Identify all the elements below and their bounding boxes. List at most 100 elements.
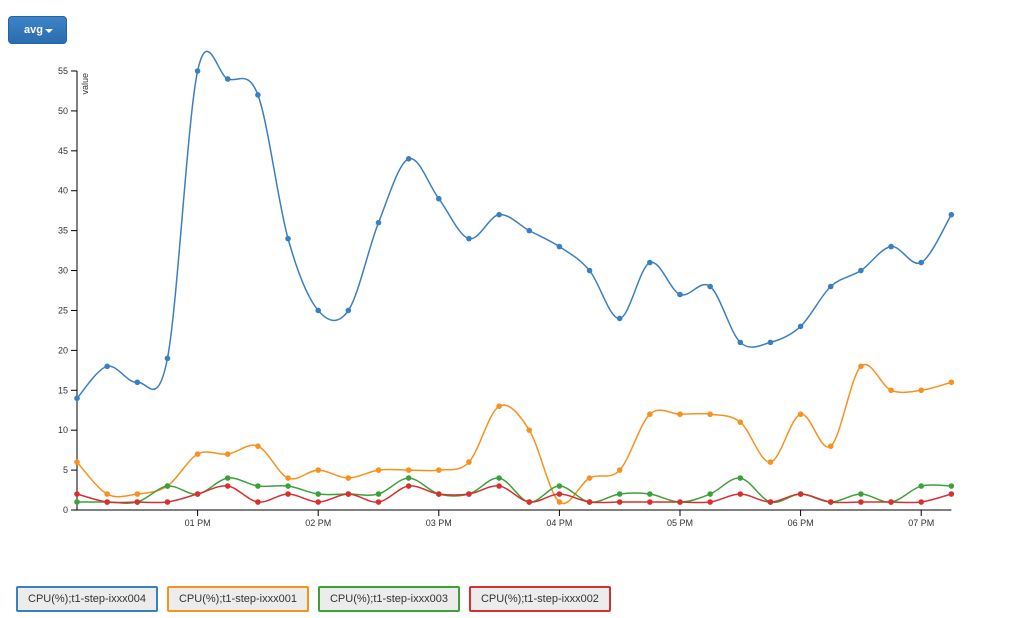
y-tick-label: 15	[58, 385, 68, 395]
data-point	[556, 491, 563, 497]
data-point	[496, 403, 502, 410]
data-point	[797, 411, 804, 418]
data-point	[677, 291, 683, 298]
data-point	[134, 379, 141, 386]
data-point	[315, 307, 322, 314]
series-line	[76, 50, 952, 399]
data-point	[496, 483, 502, 489]
series-4	[74, 483, 955, 505]
y-tick-label: 10	[58, 425, 68, 435]
data-point	[918, 483, 924, 489]
y-tick-label: 25	[58, 305, 68, 315]
y-tick-label: 30	[58, 266, 68, 276]
data-point	[466, 235, 472, 242]
legend-item-3[interactable]: CPU(%);t1-step-ixxx003	[317, 586, 460, 612]
y-tick-label: 55	[58, 66, 68, 76]
data-point	[767, 459, 774, 465]
data-point	[707, 411, 713, 418]
data-point	[616, 467, 623, 473]
data-point	[918, 499, 924, 505]
data-point	[707, 283, 713, 290]
data-point	[797, 323, 804, 330]
data-point	[737, 475, 744, 481]
data-point	[255, 443, 261, 449]
line-chart: 0 5 10 15 20 25 30 35 40 45 50 55 value 01 PM 02 PM 03 …	[58, 50, 955, 528]
data-point	[767, 339, 774, 346]
data-point	[737, 491, 744, 497]
data-point	[677, 499, 683, 505]
data-point	[556, 483, 563, 489]
x-tick-label: 07 PM	[908, 518, 934, 528]
data-point	[345, 475, 352, 481]
data-point	[888, 387, 894, 394]
data-point	[737, 419, 744, 426]
data-point	[647, 411, 653, 418]
data-point	[586, 475, 593, 481]
legend-label: CPU(%);t1-step-ixxx004	[28, 593, 146, 605]
legend-label: CPU(%);t1-step-ixxx002	[480, 593, 599, 605]
data-point	[315, 467, 322, 473]
x-tick-label: 05 PM	[667, 518, 693, 528]
data-point	[797, 491, 804, 497]
x-tick-label: 06 PM	[788, 518, 814, 528]
y-tick-label: 20	[58, 345, 68, 355]
data-point	[918, 387, 924, 394]
legend-item-1[interactable]: CPU(%);t1-step-ixxx004	[16, 586, 158, 612]
data-point	[315, 491, 322, 497]
data-point	[556, 499, 563, 505]
data-point	[436, 195, 442, 202]
data-point	[255, 499, 261, 505]
legend-item-4[interactable]: CPU(%);t1-step-ixxx002	[468, 586, 611, 612]
data-point	[285, 491, 291, 497]
data-point	[164, 355, 171, 362]
data-point	[194, 68, 201, 74]
data-point	[224, 451, 231, 457]
data-point	[827, 499, 834, 505]
data-point	[707, 491, 713, 497]
series-1	[74, 50, 955, 402]
data-point	[375, 219, 382, 226]
data-point	[888, 243, 894, 250]
data-point	[194, 451, 201, 457]
data-point	[74, 395, 80, 402]
data-point	[526, 427, 533, 433]
data-point	[405, 467, 412, 473]
data-point	[436, 491, 442, 497]
x-tick-label: 04 PM	[546, 518, 572, 528]
data-point	[466, 459, 472, 465]
data-point	[586, 499, 593, 505]
data-point	[586, 267, 593, 274]
legend-label: CPU(%);t1-step-ixxx003	[329, 593, 448, 605]
y-tick-label: 40	[58, 186, 68, 196]
data-point	[647, 491, 653, 497]
data-point	[285, 475, 291, 481]
data-point	[345, 491, 352, 497]
y-tick-label: 0	[63, 505, 68, 515]
data-point	[74, 491, 80, 497]
x-tick-label: 02 PM	[305, 518, 331, 528]
aggregation-label: avg	[24, 24, 43, 36]
data-point	[858, 267, 864, 274]
data-point	[255, 483, 261, 489]
data-point	[375, 467, 382, 473]
data-point	[436, 467, 442, 473]
legend-item-2[interactable]: CPU(%);t1-step-ixxx001	[166, 586, 309, 612]
axes: 0 5 10 15 20 25 30 35 40 45 50 55 value 01 PM 02 PM 03 …	[58, 66, 952, 528]
data-point	[405, 475, 412, 481]
data-point	[858, 363, 864, 370]
data-point	[285, 235, 291, 242]
data-point	[948, 379, 955, 386]
data-point	[315, 499, 322, 505]
data-point	[616, 315, 623, 322]
aggregation-dropdown-button[interactable]: avg	[8, 16, 67, 44]
data-point	[616, 499, 623, 505]
data-point	[74, 459, 80, 465]
series-2	[74, 363, 955, 505]
data-point	[74, 499, 80, 505]
y-tick-label: 50	[58, 106, 68, 116]
data-point	[526, 499, 533, 505]
legend-label: CPU(%);t1-step-ixxx001	[178, 593, 297, 605]
data-point	[948, 491, 955, 497]
y-axis-label: value	[80, 73, 90, 95]
data-point	[375, 491, 382, 497]
